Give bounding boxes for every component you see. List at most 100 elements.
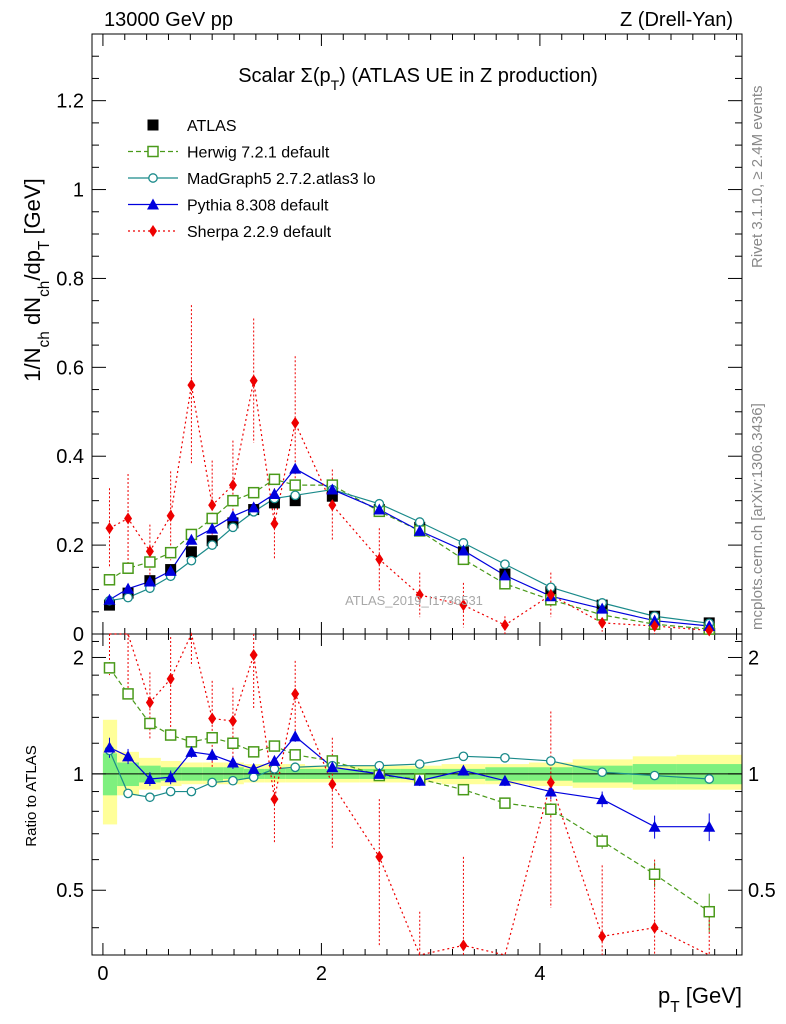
- data-point: [457, 544, 470, 556]
- ratio-point: [206, 748, 219, 760]
- y-axis-label: 1/Nch dNch/dpT [GeV]: [20, 178, 53, 381]
- ratio-point: [373, 767, 386, 779]
- ratio-point: [122, 688, 134, 700]
- ratio-point: [290, 762, 301, 773]
- ratio-point: [228, 714, 237, 727]
- x-tick-label: 2: [316, 963, 327, 985]
- ratio-point: [498, 774, 511, 786]
- process-label: Z (Drell-Yan): [620, 9, 733, 31]
- y-tick-label: 0.2: [56, 535, 84, 557]
- analysis-watermark: ATLAS_2019_I1736531: [345, 593, 483, 608]
- data-point: [249, 374, 258, 387]
- data-point: [227, 494, 239, 507]
- data-point: [328, 499, 337, 512]
- ratio-point: [143, 772, 156, 784]
- data-point: [187, 379, 196, 392]
- data-point: [123, 592, 133, 603]
- ratio-point: [544, 785, 557, 797]
- y-tick-label: 0.4: [56, 446, 84, 468]
- series-line-ratio: [108, 667, 710, 913]
- ratio-tick-label-right: 1: [748, 764, 759, 786]
- data-point: [291, 416, 300, 429]
- data-point: [124, 512, 133, 525]
- data-point: [598, 616, 607, 629]
- ratio-point: [648, 868, 661, 880]
- series-markers-2: [103, 462, 716, 832]
- data-point: [270, 517, 279, 530]
- ratio-axis-label: Ratio to ATLAS: [23, 745, 40, 846]
- ratio-point: [413, 774, 426, 786]
- data-point: [208, 499, 217, 512]
- data-point: [247, 486, 260, 499]
- data-point: [105, 522, 114, 535]
- ratio-point: [206, 731, 218, 744]
- data-point: [457, 553, 470, 566]
- ratio-point: [247, 746, 260, 758]
- ratio-point: [228, 775, 238, 786]
- y-tick-label: 0: [73, 624, 84, 646]
- ratio-point: [185, 745, 198, 757]
- data-point: [144, 556, 156, 568]
- data-point: [289, 462, 302, 474]
- axes: 0 2 400.20.40.60.811.20.5 0.51 12 2: [56, 33, 776, 985]
- data-point: [498, 569, 511, 581]
- ratio-point: [414, 759, 425, 769]
- legend-entry-4: Sherpa 2.2.9 default: [128, 224, 332, 241]
- ratio-point: [291, 687, 300, 700]
- legend-label: ATLAS: [187, 118, 237, 135]
- data-point: [375, 553, 384, 566]
- legend-label: Pythia 8.308 default: [187, 198, 329, 215]
- data-point-atlas: [326, 490, 338, 502]
- data-point: [373, 503, 386, 515]
- data-point: [228, 479, 237, 492]
- x-tick-label: 4: [534, 963, 545, 985]
- chart-title: Scalar Σ(pT) (ATLAS UE in Z production): [238, 65, 598, 93]
- data-point: [268, 473, 281, 486]
- ratio-point: [596, 835, 608, 847]
- legend-marker: [148, 173, 158, 183]
- data-point: [164, 564, 177, 576]
- ratio-point: [268, 740, 281, 752]
- data-point: [500, 619, 509, 632]
- data-point: [206, 522, 219, 534]
- legend-label: Sherpa 2.2.9 default: [187, 224, 332, 241]
- legend-marker: [147, 145, 159, 158]
- ratio-point: [164, 771, 177, 783]
- ratio-tick-label: 2: [73, 647, 84, 669]
- data-point: [650, 620, 659, 632]
- data-point-atlas: [289, 495, 301, 507]
- ratio-tick-label: 0.5: [56, 880, 84, 902]
- data-point: [247, 501, 260, 513]
- legend-entry-1: Herwig 7.2.1 default: [128, 145, 330, 162]
- data-point: [413, 524, 426, 536]
- data-point: [226, 510, 239, 522]
- data-point: [546, 588, 555, 601]
- ratio-point: [500, 753, 510, 763]
- uncertainty-bands: [102, 719, 742, 825]
- ratio-point: [145, 696, 154, 709]
- ratio-point: [328, 778, 337, 791]
- ratio-tick-label-right: 2: [748, 647, 759, 669]
- series-markers-3: [105, 374, 714, 952]
- legend-marker: [147, 198, 159, 210]
- data-point: [326, 483, 339, 495]
- rivet-version-label: Rivet 3.1.10, ≥ 2.4M events: [749, 86, 766, 269]
- x-axis-label: pT [GeV]: [658, 983, 742, 1016]
- data-point: [122, 582, 135, 594]
- data-point: [185, 533, 198, 545]
- legend-marker: [147, 119, 159, 131]
- data-point: [459, 599, 468, 612]
- data-point: [145, 545, 154, 558]
- y-tick-label: 1: [73, 180, 84, 202]
- legend-entry-3: Pythia 8.308 default: [128, 198, 329, 215]
- ratio-point: [545, 803, 557, 815]
- ratio-point: [704, 774, 715, 784]
- data-point: [164, 546, 177, 559]
- ratio-point: [144, 717, 156, 730]
- ratio-point: [186, 786, 197, 797]
- series-3: [108, 305, 710, 956]
- legend: ATLAS Herwig 7.2.1 default MadGraph5 2.7.2…: [128, 118, 376, 241]
- ratio-point: [546, 776, 555, 789]
- data-point: [596, 602, 609, 614]
